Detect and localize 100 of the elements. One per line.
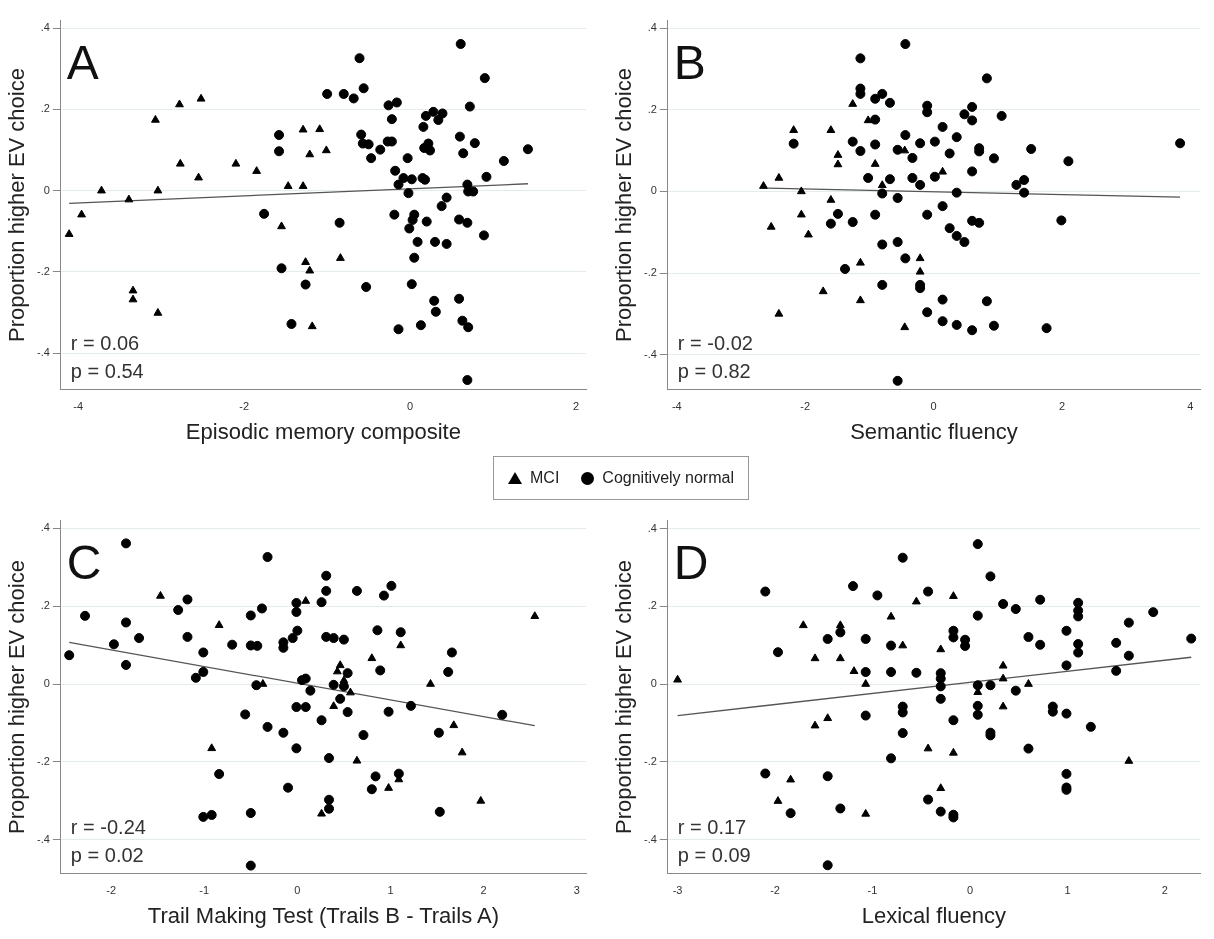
point [301,596,311,604]
point [773,796,783,804]
y-axis-title: Proportion higher EV choice [4,67,30,342]
point [856,257,865,266]
point [835,620,845,629]
x-tick-label: 1 [387,884,394,897]
point [786,774,796,783]
point [175,158,185,167]
x-tick-label: 0 [930,400,937,413]
legend-label: Cognitively normal [602,469,734,487]
point [915,253,925,262]
x-axis-title: Trail Making Test (Trails B - Trails A) [147,903,500,929]
x-tick-label: 4 [1187,400,1194,413]
annotation: p = 0.09 [677,843,751,866]
annotation: r = -0.24 [70,815,146,838]
y-tick-label: -.4 [643,347,657,360]
x-tick-label: 0 [966,884,974,897]
point [823,713,833,722]
x-tick-label: 2 [480,884,487,897]
y-tick-label: -.2 [36,264,50,277]
point [175,99,184,108]
point [810,653,820,662]
annotation: p = 0.02 [70,843,144,866]
point [998,701,1008,710]
point [457,747,467,756]
point [283,181,293,189]
y-axis-title: Proportion higher EV choice [4,559,30,834]
x-axis-title: Episodic memory composite [185,419,461,445]
point [352,755,362,764]
point [877,180,887,189]
point [826,195,836,203]
point [298,124,308,133]
annotation: r = 0.06 [70,331,140,354]
point [124,194,134,203]
point [384,783,393,791]
point [64,229,74,237]
x-tick-label: -3 [672,884,683,897]
point [798,620,808,629]
point [759,181,768,189]
point [848,99,858,107]
point [307,321,317,330]
x-tick-label: 1 [1064,884,1071,897]
y-axis-title: Proportion higher EV choice [611,67,637,342]
point [849,666,859,674]
y-tick-label: -.2 [643,754,657,767]
x-tick-label: -2 [106,884,117,897]
y-tick-label: .4 [40,21,50,34]
x-axis-title: Lexical fluency [861,903,1007,929]
point [298,181,308,189]
point [194,172,203,181]
y-tick-label: .4 [647,521,657,534]
point [923,743,933,752]
point [898,640,908,649]
point [426,679,435,687]
point [936,644,946,653]
point [301,257,310,265]
point [886,611,896,620]
x-tick-label: -2 [239,400,250,413]
point [277,221,286,230]
point [766,221,776,230]
annotation: p = 0.54 [70,359,144,382]
point [317,808,326,817]
point [774,308,784,317]
y-tick-label: .2 [40,599,50,612]
y-tick-label: .2 [40,102,50,115]
point [332,666,342,675]
point [863,115,873,124]
point [1024,679,1033,687]
point [796,209,806,218]
x-axis-title: Semantic fluency [850,419,1018,445]
chart-title: C [66,536,102,590]
point [151,114,160,123]
y-tick-label: 0 [43,183,50,196]
point [998,660,1008,669]
point [214,620,224,628]
point [789,125,799,133]
x-tick-label: 0 [407,400,414,413]
point [936,783,946,792]
point [870,159,880,167]
y-tick-label: -.4 [36,832,50,845]
point [77,209,86,218]
point [861,679,871,687]
point [835,653,845,662]
y-tick-label: -.2 [36,755,50,767]
x-tick-label: -4 [671,400,682,413]
y-tick-label: -.4 [36,346,50,359]
y-tick-label: .4 [647,21,657,34]
point [367,653,377,662]
point [530,611,540,619]
point [305,149,315,158]
y-tick-label: 0 [43,677,50,690]
point [1124,756,1134,764]
point [396,640,406,649]
point [900,322,910,331]
chart-title: D [673,536,709,590]
y-tick-label: .2 [647,599,657,612]
point [128,285,138,294]
point [128,294,138,303]
point [833,150,843,158]
point [911,596,921,605]
